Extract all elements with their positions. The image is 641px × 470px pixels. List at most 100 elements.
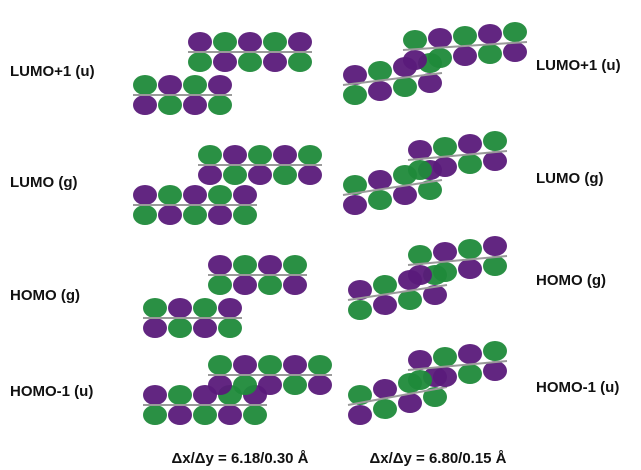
orbital-lobe bbox=[483, 151, 507, 171]
orbital-lobe bbox=[403, 30, 427, 50]
orbital-lobe bbox=[168, 318, 192, 338]
orbital-lobe bbox=[408, 370, 432, 390]
orbital-lobe bbox=[213, 32, 237, 52]
orbital-lobe bbox=[218, 318, 242, 338]
orbital-lobe bbox=[398, 290, 422, 310]
orbital-lobe bbox=[233, 255, 257, 275]
orbital-lobe bbox=[198, 165, 222, 185]
orbital-lobe bbox=[408, 265, 432, 285]
orbital-lobe bbox=[373, 399, 397, 419]
orbital-lobe bbox=[433, 242, 457, 262]
orbital-lobe bbox=[433, 137, 457, 157]
orbital-lobe bbox=[193, 405, 217, 425]
left-label: LUMO+1 (u) bbox=[10, 63, 95, 80]
orbital-lobe bbox=[238, 52, 262, 72]
orbital-lobe bbox=[433, 262, 457, 282]
left-label: LUMO (g) bbox=[10, 174, 77, 191]
orbital-lobe bbox=[393, 77, 417, 97]
orbital-lobe bbox=[408, 245, 432, 265]
orbital-lobe bbox=[283, 255, 307, 275]
orbital-lobe bbox=[393, 185, 417, 205]
orbital-lobe bbox=[183, 205, 207, 225]
orbital-lobe bbox=[503, 22, 527, 42]
orbital-lobe bbox=[208, 275, 232, 295]
orbital-lobe bbox=[373, 275, 397, 295]
orbital-lobe bbox=[158, 205, 182, 225]
orbital-lobe bbox=[408, 140, 432, 160]
orbital-lobe bbox=[183, 95, 207, 115]
orbital-lobe bbox=[483, 131, 507, 151]
orbital-lobe bbox=[223, 145, 247, 165]
left-label: HOMO-1 (u) bbox=[10, 383, 93, 400]
orbital-lobe bbox=[183, 185, 207, 205]
orbital-lobe bbox=[233, 355, 257, 375]
orbital-lobe bbox=[343, 195, 367, 215]
orbital-lobe bbox=[233, 375, 257, 395]
orbital-lobe bbox=[433, 157, 457, 177]
orbital-lobe bbox=[258, 375, 282, 395]
orbital-lobe bbox=[348, 300, 372, 320]
orbital-lobe bbox=[133, 75, 157, 95]
orbital-lobe bbox=[458, 239, 482, 259]
orbital-lobe bbox=[208, 255, 232, 275]
orbital-lobe bbox=[238, 32, 262, 52]
orbital-lobe bbox=[143, 298, 167, 318]
left-label: HOMO (g) bbox=[10, 287, 80, 304]
orbital-lobe bbox=[433, 367, 457, 387]
orbital-lobe bbox=[478, 24, 502, 44]
orbital-lobe bbox=[143, 405, 167, 425]
orbital-lobe bbox=[208, 205, 232, 225]
caption: Δx/Δy = 6.18/0.30 Å bbox=[171, 450, 308, 467]
orbital-lobe bbox=[428, 48, 452, 68]
orbital-lobe bbox=[273, 145, 297, 165]
right-label: LUMO (g) bbox=[536, 170, 603, 187]
orbital-lobe bbox=[143, 318, 167, 338]
orbital-lobe bbox=[208, 75, 232, 95]
orbital-lobe bbox=[248, 165, 272, 185]
orbital-lobe bbox=[483, 256, 507, 276]
orbital-lobe bbox=[368, 81, 392, 101]
orbital-lobe bbox=[308, 375, 332, 395]
orbital-lobe bbox=[208, 375, 232, 395]
orbital-lobe bbox=[478, 44, 502, 64]
orbital-lobe bbox=[483, 341, 507, 361]
orbital-lobe bbox=[193, 318, 217, 338]
orbital-lobe bbox=[283, 375, 307, 395]
orbital-lobe bbox=[133, 95, 157, 115]
orbital-lobe bbox=[213, 52, 237, 72]
orbital-lobe bbox=[458, 344, 482, 364]
orbital-lobe bbox=[283, 275, 307, 295]
orbital-lobe bbox=[198, 145, 222, 165]
orbital-lobe bbox=[288, 52, 312, 72]
orbital-lobe bbox=[408, 350, 432, 370]
orbital-lobe bbox=[233, 275, 257, 295]
orbital-lobe bbox=[343, 85, 367, 105]
orbital-lobe bbox=[133, 185, 157, 205]
orbital-lobe bbox=[298, 165, 322, 185]
figure: LUMO+1 (u) LUMO (g) HOMO (g) HOMO-1 (u) … bbox=[0, 0, 641, 470]
orbital-lobe bbox=[453, 26, 477, 46]
orbital-lobe bbox=[208, 355, 232, 375]
caption: Δx/Δy = 6.80/0.15 Å bbox=[369, 450, 506, 467]
orbital-lobe bbox=[298, 145, 322, 165]
orbital-lobe bbox=[433, 347, 457, 367]
right-label: LUMO+1 (u) bbox=[536, 57, 621, 74]
orbital-lobe bbox=[183, 75, 207, 95]
orbital-lobe bbox=[208, 185, 232, 205]
orbital-lobe bbox=[188, 52, 212, 72]
orbital-lobe bbox=[368, 61, 392, 81]
orbital-lobe bbox=[368, 190, 392, 210]
orbital-lobe bbox=[403, 50, 427, 70]
orbital-lobe bbox=[243, 405, 267, 425]
orbital-lobe bbox=[458, 364, 482, 384]
orbital-lobe bbox=[168, 405, 192, 425]
orbital-lobe bbox=[258, 275, 282, 295]
orbital-lobe bbox=[233, 205, 257, 225]
orbital-drawings bbox=[133, 22, 527, 425]
orbital-lobe bbox=[133, 205, 157, 225]
right-label: HOMO-1 (u) bbox=[536, 379, 619, 396]
orbital-lobe bbox=[223, 165, 247, 185]
orbital-lobe bbox=[308, 355, 332, 375]
orbital-lobe bbox=[288, 32, 312, 52]
orbital-lobe bbox=[283, 355, 307, 375]
